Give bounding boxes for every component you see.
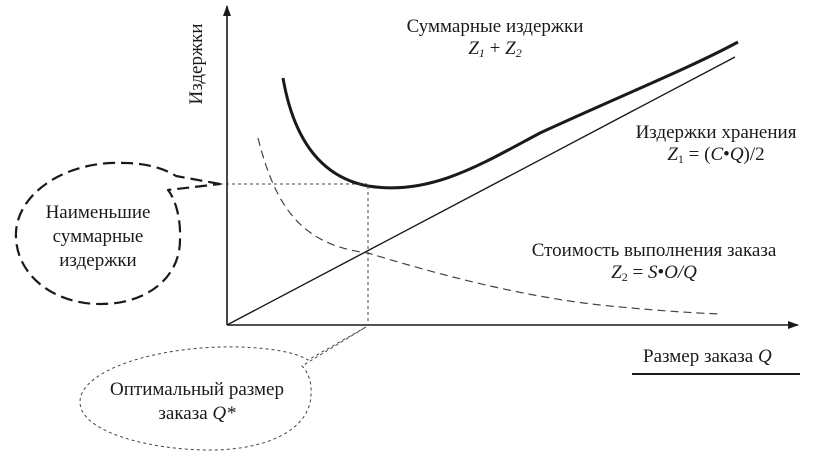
min-cost-line-2: суммарные [52,226,144,247]
min-cost-callout-bubble [14,161,222,306]
order-cost-curve [257,137,723,315]
total-cost-formula: Z1 + Z2 [468,38,522,60]
holding-cost-formula: Z1 = (C•Q)/2 [667,144,765,166]
order-cost-title: Стоимость выполнения заказа [531,240,777,261]
order-cost-formula: Z2 = S•O/Q [611,262,697,284]
min-cost-callout-text: Наименьшие суммарные издержки [20,201,176,273]
x-axis-label: Размер заказа Q [643,346,772,367]
order-cost-label: Стоимость выполнения заказа Z2 = S•O/Q [504,240,804,284]
total-cost-curve [281,40,739,190]
min-cost-line-1: Наименьшие [45,202,151,223]
total-cost-label: Суммарные издержки Z1 + Z2 [370,16,620,60]
x-axis-variable: Q [757,346,772,367]
optimal-q-line-2: заказа Q* [158,403,236,424]
optimal-q-line-1: Оптимальный размер [110,379,284,400]
holding-cost-line [226,56,736,326]
holding-cost-title: Издержки хранения [635,122,797,143]
optimal-q-callout-bubble [79,326,367,451]
min-cost-line-3: издержки [59,250,137,271]
holding-cost-label: Издержки хранения Z1 = (C•Q)/2 [604,122,828,166]
optimal-q-callout-text: Оптимальный размер заказа Q* [84,378,310,426]
total-cost-title: Суммарные издержки [406,16,584,37]
y-axis-label: Издержки [186,23,207,105]
